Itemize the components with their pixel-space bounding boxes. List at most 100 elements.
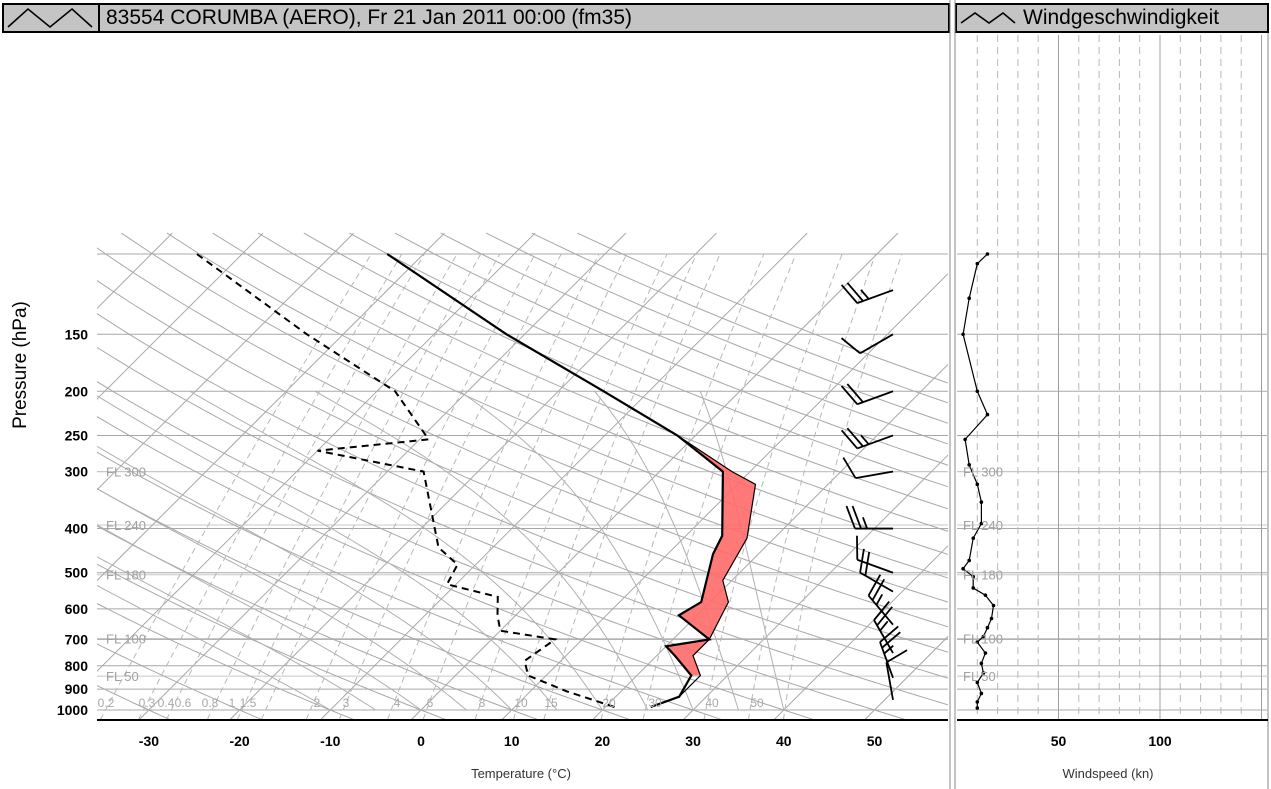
dry-adiabat [121, 232, 948, 603]
y-tick-label: 800 [65, 658, 89, 674]
windspeed-point [975, 706, 980, 710]
axis-labels: -30 -20 -10 0 10 20 30 40 5015020025030040050060… [10, 301, 1268, 781]
moist-adiabat [97, 445, 513, 711]
dry-adiabat [97, 685, 171, 720]
mixing-ratio-label: 0.8 [202, 696, 219, 710]
mixing-ratio-label: 15 [544, 696, 558, 710]
mixing-ratio-line [138, 253, 403, 720]
mixing-ratio-line [99, 253, 372, 720]
flight-level-label: FL 50 [106, 669, 139, 684]
windspeed-point [985, 625, 990, 630]
barb-feather [879, 625, 899, 643]
windspeed-point [967, 463, 971, 467]
windspeed-point [981, 671, 986, 675]
windspeed-point [985, 412, 990, 417]
mixing-ratio-label: 30 [648, 696, 662, 710]
x-tick-label: 10 [504, 733, 520, 749]
wind-barb [840, 333, 894, 355]
windspeed-point [971, 536, 976, 541]
windspeed-point [961, 566, 965, 571]
isotherm-line [501, 272, 948, 720]
windspeed-point [967, 558, 971, 563]
moist-adiabat [97, 524, 422, 711]
mixing-ratio-line [422, 253, 628, 720]
dry-adiabat [303, 232, 948, 510]
barb-feather [871, 578, 885, 601]
mixing-ratio-label: 1.5 [240, 696, 257, 710]
moist-adiabat [97, 395, 558, 711]
dry-adiabat [97, 415, 815, 720]
wind-title-bar: Windgeschwindigkeit [955, 3, 1269, 33]
barb-staff [867, 595, 894, 626]
x-tick-label: 50 [867, 733, 883, 749]
temperature-line [386, 253, 725, 709]
wind-x-tick-label: 50 [1051, 733, 1067, 749]
wind-flight-level-label: FL 50 [963, 669, 996, 684]
moist-adiabat [97, 488, 467, 711]
mixing-ratio-line [166, 253, 425, 720]
dewpoint-line [196, 253, 615, 708]
mixing-ratio-line [305, 253, 536, 720]
barb-staff [856, 289, 894, 304]
isotherm-line [773, 545, 948, 720]
isotherm-line [97, 232, 264, 400]
barb-feather [845, 505, 856, 529]
dry-adiabat [440, 232, 948, 445]
mixing-ratio-label: 50 [750, 696, 764, 710]
mixing-ratio-label: 3 [343, 696, 350, 710]
y-tick-label: 250 [65, 427, 89, 443]
mixing-ratio-line [236, 253, 482, 720]
barb-feather [881, 631, 901, 649]
flight-level-label: FL 180 [106, 568, 146, 583]
y-tick-label: 900 [65, 681, 89, 697]
dry-adiabat [97, 643, 263, 720]
barb-feather [883, 645, 894, 655]
wind-barb [879, 625, 901, 679]
isotherm-line [864, 635, 948, 720]
wave-icon [4, 5, 100, 31]
wind-barb [840, 282, 894, 304]
x-tick-label: 20 [595, 733, 611, 749]
barb-feather [840, 284, 858, 304]
wind-barb [840, 427, 894, 450]
wind-barbs [840, 282, 908, 700]
wind-barb [840, 383, 894, 406]
wind-flight-level-label: FL 240 [963, 518, 1003, 533]
windspeed-point [975, 482, 980, 487]
dry-adiabat [212, 232, 948, 555]
windspeed-point [963, 437, 967, 442]
moist-adiabat [189, 390, 603, 711]
isotherm-line [97, 232, 445, 582]
mixing-ratio-label: 0.3 [139, 696, 156, 710]
barb-feather [846, 282, 864, 302]
mixing-ratio-line [512, 253, 698, 720]
barb-feather [851, 505, 862, 529]
windspeed-point [971, 586, 976, 590]
flight-level-label: FL 240 [106, 518, 146, 533]
moist-adiabat [314, 390, 649, 711]
x-tick-label: -20 [229, 733, 249, 749]
dry-adiabat [97, 525, 539, 720]
barb-feather [860, 434, 870, 445]
wind-barb [856, 535, 894, 574]
isotherm-line [320, 232, 808, 720]
wind-barb [867, 574, 894, 626]
wind-x-tick-label: 100 [1148, 733, 1172, 749]
barb-feather [864, 551, 871, 576]
windspeed-point [967, 296, 971, 300]
barb-feather [873, 600, 890, 621]
windspeed-point [981, 634, 986, 639]
y-tick-label: 1000 [57, 702, 88, 718]
barb-feather [867, 574, 882, 597]
x-tick-label: 40 [776, 733, 792, 749]
windspeed-point [971, 574, 976, 579]
flight-level-label: FL 300 [106, 465, 146, 480]
isotherm-line [410, 232, 899, 720]
barb-feather [859, 548, 865, 573]
windspeed-point [975, 700, 980, 704]
windspeed-point [983, 593, 988, 597]
y-tick-label: 150 [65, 326, 89, 342]
mixing-ratio-line [543, 253, 721, 720]
wind-flight-level-label: FL 300 [963, 465, 1003, 480]
